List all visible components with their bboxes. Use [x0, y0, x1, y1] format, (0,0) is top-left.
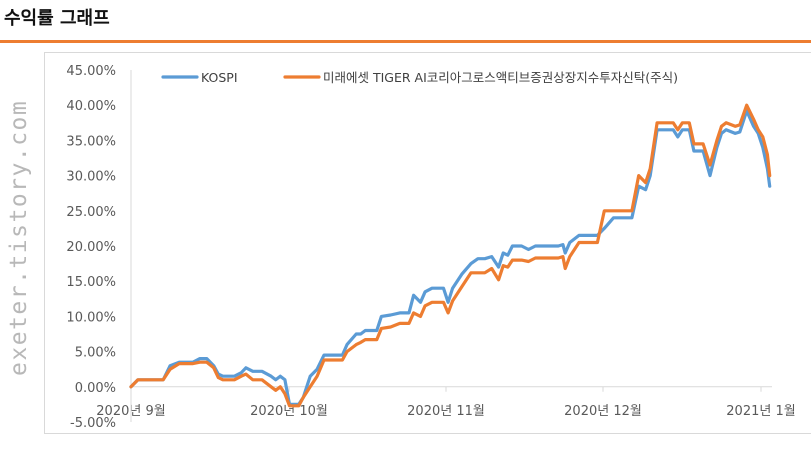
x-tick-label: 2020년 10월 — [250, 404, 328, 419]
y-tick-label: -5.00% — [70, 416, 116, 431]
y-tick-label: 25.00% — [66, 205, 116, 220]
series-line-kospi — [129, 109, 772, 406]
legend-label: KOSPI — [201, 70, 238, 85]
y-tick-label: 20.00% — [66, 240, 116, 255]
chart-legend: KOSPI 미래에셋 TIGER AI코리아그로스액티브증권상장지수투자신탁(주식… — [161, 70, 678, 85]
y-tick-label: 35.00% — [66, 134, 116, 149]
x-tick-label: 2020년 11월 — [407, 404, 485, 419]
axes — [130, 70, 772, 422]
y-tick-label: 5.00% — [75, 346, 116, 361]
x-axis-ticks: 2020년 9월 2020년 10월 2020년 11월 2020년 12월 2021년… — [96, 386, 796, 419]
chart-frame — [44, 52, 811, 434]
y-tick-label: 15.00% — [66, 275, 116, 290]
y-tick-label: 0.00% — [75, 381, 116, 396]
y-axis-ticks: 45.00% 40.00% 35.00% 30.00% 25.00% 20.00% 15.0… — [66, 64, 116, 431]
series-lines — [129, 103, 772, 408]
y-tick-label: 40.00% — [66, 99, 116, 114]
x-tick-label: 2021년 1월 — [726, 404, 795, 419]
y-tick-label: 10.00% — [66, 310, 116, 325]
series-line-fund — [129, 103, 772, 408]
y-tick-label: 45.00% — [66, 64, 116, 79]
legend-label: 미래에셋 TIGER AI코리아그로스액티브증권상장지수투자신탁(주식) — [323, 70, 678, 85]
title-divider — [0, 40, 811, 43]
x-tick-label: 2020년 12월 — [564, 404, 642, 419]
y-tick-label: 30.00% — [66, 170, 116, 185]
page-title: 수익률 그래프 — [4, 8, 110, 29]
